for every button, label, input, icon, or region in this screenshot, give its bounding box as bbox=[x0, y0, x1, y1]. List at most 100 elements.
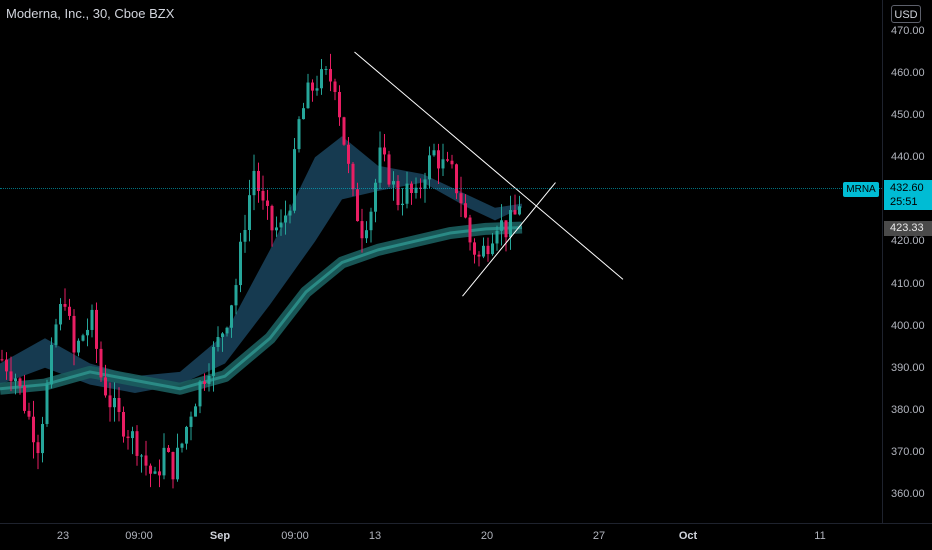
candle-body bbox=[428, 155, 431, 180]
price-tick-label: 470.00 bbox=[891, 25, 925, 37]
candle-body bbox=[153, 471, 157, 474]
candle-body bbox=[320, 69, 323, 89]
time-tick-label: 11 bbox=[814, 530, 826, 542]
candle-body bbox=[167, 447, 170, 452]
candle-body bbox=[144, 455, 148, 466]
candle-body bbox=[252, 170, 256, 196]
candle-body bbox=[122, 411, 125, 437]
candle-body bbox=[81, 335, 85, 341]
ema-line bbox=[0, 226, 523, 391]
candle-body bbox=[455, 164, 458, 194]
candle-body bbox=[149, 465, 152, 474]
candle-body bbox=[248, 195, 251, 230]
price-tick-label: 440.00 bbox=[891, 151, 925, 164]
time-tick-label: 27 bbox=[592, 530, 606, 542]
time-tick-label: 13 bbox=[368, 530, 382, 542]
candle-body bbox=[212, 346, 215, 376]
candle-body bbox=[468, 217, 472, 243]
candle-body bbox=[189, 416, 193, 427]
candle-body bbox=[90, 309, 94, 330]
candle-body bbox=[216, 336, 220, 347]
candle-body bbox=[117, 397, 121, 412]
candle-body bbox=[113, 397, 116, 408]
candle-body bbox=[405, 183, 409, 204]
candle-body bbox=[266, 200, 269, 206]
candle-body bbox=[423, 179, 427, 189]
candle-body bbox=[491, 243, 494, 255]
candle-body bbox=[176, 447, 179, 480]
price-tick-label: 400.00 bbox=[891, 319, 925, 332]
candle-body bbox=[158, 471, 161, 476]
candle-body bbox=[270, 205, 274, 231]
candle-body bbox=[297, 119, 301, 150]
time-axis-divider bbox=[0, 523, 932, 524]
candle-body bbox=[378, 147, 382, 183]
candle-body bbox=[401, 203, 404, 206]
candle-body bbox=[333, 81, 337, 92]
time-tick-label: 20 bbox=[480, 530, 494, 542]
last-price-value: 432.60 bbox=[890, 182, 924, 194]
price-tick-label: 420.00 bbox=[891, 235, 925, 248]
price-tick-label: 360.00 bbox=[891, 488, 925, 500]
price-tick-label: 390.00 bbox=[891, 361, 925, 374]
candle-body bbox=[279, 222, 283, 228]
time-tick-label: Sep bbox=[209, 530, 231, 542]
candle-body bbox=[446, 159, 449, 161]
candle-body bbox=[185, 426, 188, 444]
candle-body bbox=[59, 304, 62, 325]
candle-body bbox=[18, 378, 22, 387]
candle-body bbox=[284, 215, 287, 223]
price-tick-label: 370.00 bbox=[891, 445, 925, 458]
candle-body bbox=[482, 245, 485, 257]
candle-body bbox=[180, 443, 184, 448]
currency-button[interactable]: USD bbox=[891, 5, 921, 23]
candle-body bbox=[257, 170, 260, 191]
candle-body bbox=[230, 305, 233, 328]
candle-body bbox=[32, 416, 35, 443]
candle-body bbox=[288, 210, 292, 216]
price-tick-label: 380.00 bbox=[891, 403, 925, 416]
candle-body bbox=[50, 344, 53, 385]
candle-body bbox=[315, 88, 319, 91]
candle-body bbox=[203, 381, 206, 384]
time-tick-label: Oct bbox=[678, 530, 698, 542]
candle-body bbox=[495, 230, 499, 244]
candle-body bbox=[414, 187, 418, 193]
candle-body bbox=[162, 447, 166, 476]
time-tick-label: 23 bbox=[56, 530, 70, 542]
candle-body bbox=[239, 241, 242, 286]
candle-body bbox=[135, 431, 139, 456]
price-tick-label: 460.00 bbox=[891, 67, 925, 80]
candle-body bbox=[27, 410, 31, 417]
candle-body bbox=[9, 371, 13, 382]
candle-body bbox=[360, 221, 364, 239]
candle-body bbox=[311, 82, 314, 91]
symbol-tag: MRNA bbox=[843, 182, 879, 197]
candle-body bbox=[72, 315, 76, 353]
time-tick-label: 09:00 bbox=[281, 530, 309, 542]
candle-body bbox=[198, 381, 202, 407]
ema-value-tag: 423.33 bbox=[884, 221, 932, 236]
candle-body bbox=[23, 386, 26, 411]
candle-body bbox=[126, 436, 130, 439]
price-tick-label: 450.00 bbox=[891, 109, 925, 122]
trendline-1 bbox=[354, 51, 624, 280]
bar-countdown: 25:51 bbox=[890, 196, 918, 208]
last-price-line bbox=[0, 188, 882, 189]
candle-body bbox=[131, 431, 134, 439]
candle-body bbox=[45, 384, 49, 424]
candle-body bbox=[54, 324, 58, 345]
candle-body bbox=[86, 329, 89, 336]
candle-body bbox=[36, 442, 40, 454]
candle-body bbox=[513, 210, 517, 215]
candle-body bbox=[207, 375, 211, 384]
candle-body bbox=[171, 451, 175, 480]
candle-body bbox=[432, 150, 436, 156]
candle-body bbox=[383, 147, 386, 155]
candle-body bbox=[464, 203, 467, 218]
candle-body bbox=[14, 378, 17, 382]
last-price-tag: 432.60 25:51 bbox=[884, 180, 932, 210]
candle-body bbox=[441, 159, 445, 169]
